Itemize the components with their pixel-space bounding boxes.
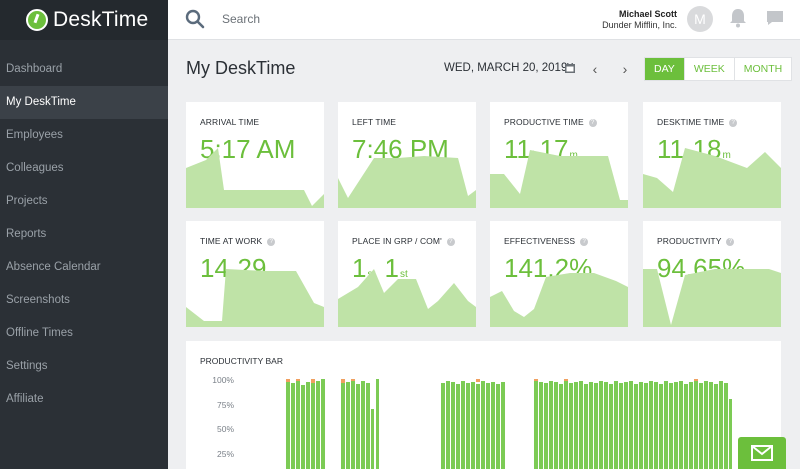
productivity-bars <box>286 379 732 469</box>
card-effectiveness: EFFECTIVENESS? 141.2% <box>490 221 628 327</box>
help-icon[interactable]: ? <box>588 119 597 127</box>
sidebar-item-projects[interactable]: Projects <box>6 195 48 207</box>
date-label: WED, MARCH 20, 2019 <box>444 62 568 74</box>
sparkline <box>643 269 781 327</box>
period-week-button[interactable]: WEEK <box>683 58 734 80</box>
prev-day-button[interactable]: ‹ <box>592 61 598 77</box>
card-label: LEFT TIME <box>352 117 397 127</box>
next-day-button[interactable]: › <box>622 61 628 77</box>
card-productive-time: PRODUCTIVE TIME? 11h17m <box>490 102 628 208</box>
sidebar-item-reports[interactable]: Reports <box>6 228 47 240</box>
card-left-time: LEFT TIME 7:46 PM <box>338 102 476 208</box>
y-tick-25: 25% <box>216 449 234 459</box>
app-logo[interactable]: DeskTime <box>0 0 168 40</box>
bar-group-1 <box>286 379 379 469</box>
card-time-at-work: TIME AT WORK? 14h29m <box>186 221 324 327</box>
sidebar-item-colleagues[interactable]: Colleagues <box>6 162 64 174</box>
search-icon[interactable] <box>185 9 205 29</box>
contact-mail-button[interactable] <box>738 437 786 469</box>
app-name: DeskTime <box>53 8 149 31</box>
calendar-icon[interactable] <box>565 63 575 73</box>
card-desktime-time: DESKTIME TIME? 11h18m <box>643 102 781 208</box>
desktime-logo-icon <box>26 9 48 31</box>
card-productivity: PRODUCTIVITY? 94.65% <box>643 221 781 327</box>
card-label: PRODUCTIVE TIME? <box>504 117 597 127</box>
help-icon[interactable]: ? <box>729 119 738 127</box>
bar-group-3 <box>534 379 732 469</box>
y-tick-75: 75% <box>216 400 234 410</box>
card-place-in-group: PLACE IN GRP / COM'? 1st 1st <box>338 221 476 327</box>
envelope-icon <box>751 445 773 461</box>
search-input[interactable]: Search <box>222 12 261 26</box>
period-month-button[interactable]: MONTH <box>733 58 792 80</box>
card-label: ARRIVAL TIME <box>200 117 260 127</box>
avatar[interactable]: M <box>687 6 713 32</box>
card-arrival-time: ARRIVAL TIME 5:17 AM <box>186 102 324 208</box>
user-company: Dunder Mifflin, Inc. <box>602 20 677 30</box>
help-icon[interactable]: ? <box>267 238 276 246</box>
sparkline <box>643 148 781 208</box>
card-label: DESKTIME TIME? <box>657 117 738 127</box>
productivity-bar-panel: PRODUCTIVITY BAR 100% 75% 50% 25% <box>186 341 781 469</box>
sidebar-item-affiliate[interactable]: Affiliate <box>6 393 44 405</box>
period-day-button[interactable]: DAY <box>645 58 684 80</box>
sidebar-item-employees[interactable]: Employees <box>6 129 63 141</box>
card-label: PLACE IN GRP / COM'? <box>352 236 455 246</box>
sparkline <box>338 156 476 208</box>
sparkline <box>490 150 628 208</box>
help-icon[interactable]: ? <box>580 238 589 246</box>
sidebar-item-settings[interactable]: Settings <box>6 360 48 372</box>
sparkline <box>490 273 628 327</box>
user-name[interactable]: Michael Scott <box>618 9 677 19</box>
sparkline <box>186 148 324 208</box>
bell-icon[interactable] <box>729 8 747 28</box>
page-title: My DeskTime <box>186 58 296 78</box>
period-selector: DAY WEEK MONTH <box>644 57 793 81</box>
help-icon[interactable]: ? <box>446 238 455 246</box>
sparkline <box>186 269 324 327</box>
sidebar-item-my-desktime[interactable]: My DeskTime <box>0 86 168 119</box>
sidebar-nav: Dashboard My DeskTime Employees Colleagu… <box>0 53 168 416</box>
y-tick-100: 100% <box>212 375 234 385</box>
chat-icon[interactable] <box>766 10 784 26</box>
sparkline <box>338 269 476 327</box>
card-label: EFFECTIVENESS? <box>504 236 589 246</box>
sidebar-item-offline-times[interactable]: Offline Times <box>6 327 73 339</box>
top-header: Search Michael Scott Dunder Mifflin, Inc… <box>168 0 800 40</box>
sidebar-item-absence-calendar[interactable]: Absence Calendar <box>6 261 101 273</box>
bar-group-2 <box>441 379 505 469</box>
sidebar-item-screenshots[interactable]: Screenshots <box>6 294 70 306</box>
y-tick-50: 50% <box>216 424 234 434</box>
sidebar: DeskTime Dashboard My DeskTime Employees… <box>0 0 168 469</box>
card-label: PRODUCTIVITY? <box>657 236 735 246</box>
productivity-bar-title: PRODUCTIVITY BAR <box>200 356 283 366</box>
card-label: TIME AT WORK? <box>200 236 276 246</box>
help-icon[interactable]: ? <box>726 238 735 246</box>
sidebar-item-dashboard[interactable]: Dashboard <box>6 63 63 75</box>
